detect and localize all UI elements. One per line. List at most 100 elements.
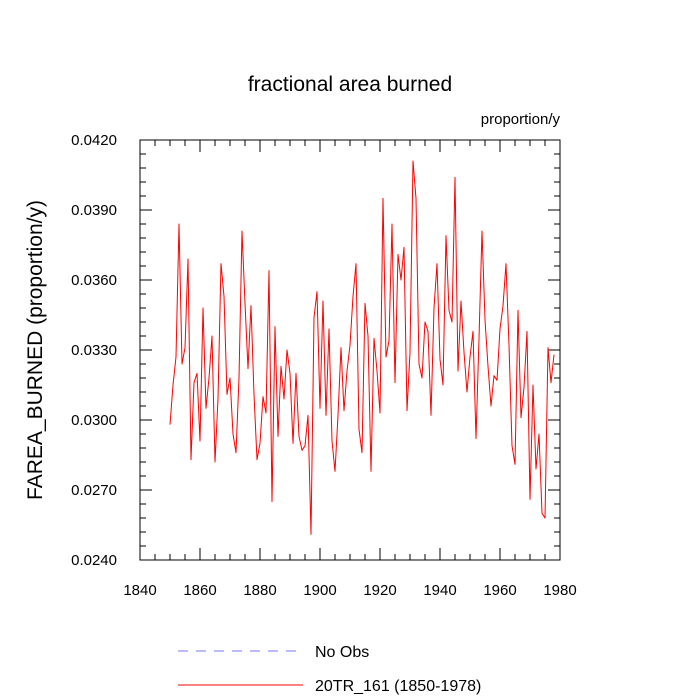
data-point-1973: [538, 433, 539, 434]
data-point-1928: [403, 247, 404, 248]
x-tick-label: 1980: [543, 582, 576, 599]
y-tick-labels: 0.0240 0.0270 0.0300 0.0330 0.0360 0.0390 0.04…: [71, 132, 117, 569]
data-point-1946: [457, 370, 458, 371]
data-point-1857: [190, 459, 191, 460]
x-tick-label: 1840: [123, 582, 156, 599]
data-point-1868: [223, 296, 224, 297]
data-point-1915: [364, 303, 365, 304]
data-point-1942: [445, 235, 446, 236]
data-point-1976: [547, 347, 548, 348]
data-point-1862: [205, 408, 206, 409]
data-point-1975: [544, 517, 545, 518]
data-point-1873: [238, 377, 239, 378]
data-point-1880: [259, 443, 260, 444]
data-point-1969: [526, 331, 527, 332]
data-point-1964: [511, 445, 512, 446]
data-point-1923: [388, 340, 389, 341]
data-point-1894: [301, 450, 302, 451]
data-point-1968: [523, 387, 524, 388]
series-line-20tr-161: [169, 160, 555, 535]
data-point-1879: [256, 459, 257, 460]
data-point-1936: [427, 331, 428, 332]
data-point-1939: [436, 263, 437, 264]
y-tick-label: 0.0360: [71, 272, 117, 289]
legend-label-no-obs: No Obs: [315, 644, 369, 661]
data-point-1900: [319, 408, 320, 409]
data-point-1895: [304, 445, 305, 446]
data-point-1952: [475, 438, 476, 439]
data-point-1911: [352, 296, 353, 297]
data-point-1858: [193, 382, 194, 383]
data-point-1913: [358, 429, 359, 430]
data-point-1932: [415, 198, 416, 199]
data-point-1927: [400, 279, 401, 280]
data-point-1965: [514, 464, 515, 465]
data-point-1861: [202, 307, 203, 308]
data-point-1899: [316, 291, 317, 292]
data-point-1897: [310, 534, 311, 535]
data-point-1953: [478, 338, 479, 339]
data-point-1971: [532, 384, 533, 385]
x-tick-label: 1880: [243, 582, 276, 599]
data-point-1855: [184, 347, 185, 348]
data-point-1871: [232, 433, 233, 434]
data-point-1961: [502, 305, 503, 306]
data-point-1892: [295, 373, 296, 374]
data-point-1919: [376, 370, 377, 371]
data-point-1970: [529, 499, 530, 500]
data-point-1955: [484, 319, 485, 320]
data-point-1887: [280, 366, 281, 367]
data-point-1905: [334, 471, 335, 472]
data-point-1851: [172, 384, 173, 385]
data-point-1959: [496, 380, 497, 381]
data-point-1910: [349, 345, 350, 346]
data-point-1944: [451, 321, 452, 322]
units-label: proportion/y: [481, 111, 561, 128]
data-point-1881: [262, 396, 263, 397]
data-point-1950: [469, 356, 470, 357]
data-point-1889: [286, 349, 287, 350]
data-point-1872: [235, 452, 236, 453]
x-tick-label: 1940: [423, 582, 456, 599]
data-point-1972: [535, 468, 536, 469]
data-point-1914: [361, 452, 362, 453]
data-point-1938: [433, 307, 434, 308]
data-point-1888: [283, 398, 284, 399]
data-point-1922: [385, 356, 386, 357]
data-point-1977: [550, 382, 551, 383]
data-point-1875: [244, 303, 245, 304]
y-tick-label: 0.0270: [71, 482, 117, 499]
data-point-1850: [169, 424, 170, 425]
data-point-1890: [289, 373, 290, 374]
data-point-1909: [346, 370, 347, 371]
data-point-1902: [325, 415, 326, 416]
axis-ticks: [139, 139, 561, 561]
data-point-1908: [343, 410, 344, 411]
data-point-1954: [481, 230, 482, 231]
y-tick-label: 0.0300: [71, 412, 117, 429]
data-point-1856: [187, 258, 188, 259]
data-point-1876: [247, 368, 248, 369]
data-point-1904: [331, 440, 332, 441]
data-point-1935: [424, 321, 425, 322]
x-tick-label: 1860: [183, 582, 216, 599]
data-point-1903: [328, 328, 329, 329]
data-point-1949: [466, 391, 467, 392]
data-point-1877: [250, 305, 251, 306]
x-tick-label: 1900: [303, 582, 336, 599]
x-tick-labels: 1840 1860 1880 1900 1920 1940 1960 1980: [123, 582, 576, 599]
data-point-1947: [460, 300, 461, 301]
chart-title: fractional area burned: [248, 73, 452, 96]
data-point-1951: [472, 331, 473, 332]
data-point-1934: [421, 377, 422, 378]
data-point-1852: [175, 356, 176, 357]
y-tick-label: 0.0390: [71, 202, 117, 219]
data-point-1978: [553, 354, 554, 355]
data-point-1945: [454, 177, 455, 178]
data-point-1943: [448, 310, 449, 311]
data-point-1918: [373, 338, 374, 339]
data-point-1866: [217, 398, 218, 399]
data-point-1884: [271, 501, 272, 502]
y-axis-label: FAREA_BURNED (proportion/y): [24, 200, 47, 500]
